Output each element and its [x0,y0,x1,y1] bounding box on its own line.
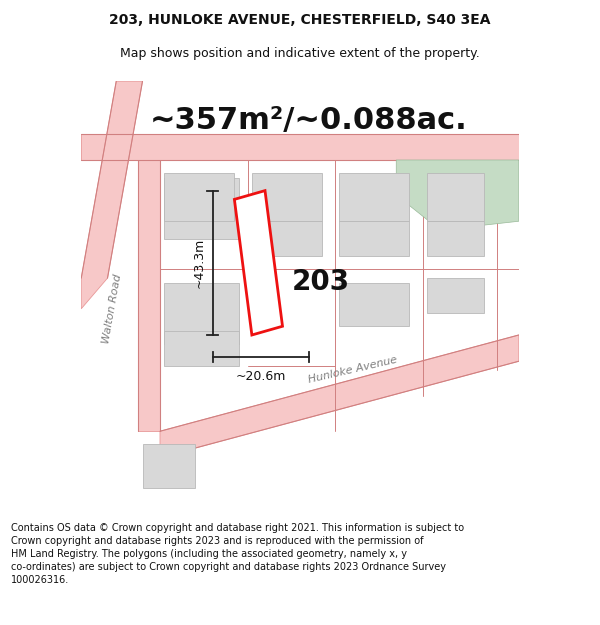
Polygon shape [160,335,519,458]
Polygon shape [81,134,519,160]
Text: Hunloke Avenue: Hunloke Avenue [307,355,398,385]
Polygon shape [81,81,143,309]
Polygon shape [164,177,239,239]
Polygon shape [164,282,239,344]
Text: ~357m²/~0.088ac.: ~357m²/~0.088ac. [150,106,467,135]
Text: Walton Road: Walton Road [101,273,123,344]
Polygon shape [235,191,283,335]
Polygon shape [143,444,195,488]
Text: 203: 203 [291,269,349,296]
Text: ~43.3m: ~43.3m [193,238,206,288]
Polygon shape [340,173,409,221]
Text: Map shows position and indicative extent of the property.: Map shows position and indicative extent… [120,48,480,61]
Text: ~20.6m: ~20.6m [235,370,286,383]
Polygon shape [427,221,484,256]
Polygon shape [427,278,484,313]
Text: Contains OS data © Crown copyright and database right 2021. This information is : Contains OS data © Crown copyright and d… [11,522,464,586]
Polygon shape [340,221,409,256]
Polygon shape [138,160,160,431]
Polygon shape [252,173,322,221]
Polygon shape [340,282,409,326]
Polygon shape [427,173,484,221]
Text: 203, HUNLOKE AVENUE, CHESTERFIELD, S40 3EA: 203, HUNLOKE AVENUE, CHESTERFIELD, S40 3… [109,13,491,27]
Polygon shape [164,173,235,221]
Polygon shape [396,160,519,230]
Polygon shape [164,331,239,366]
Polygon shape [252,221,322,256]
